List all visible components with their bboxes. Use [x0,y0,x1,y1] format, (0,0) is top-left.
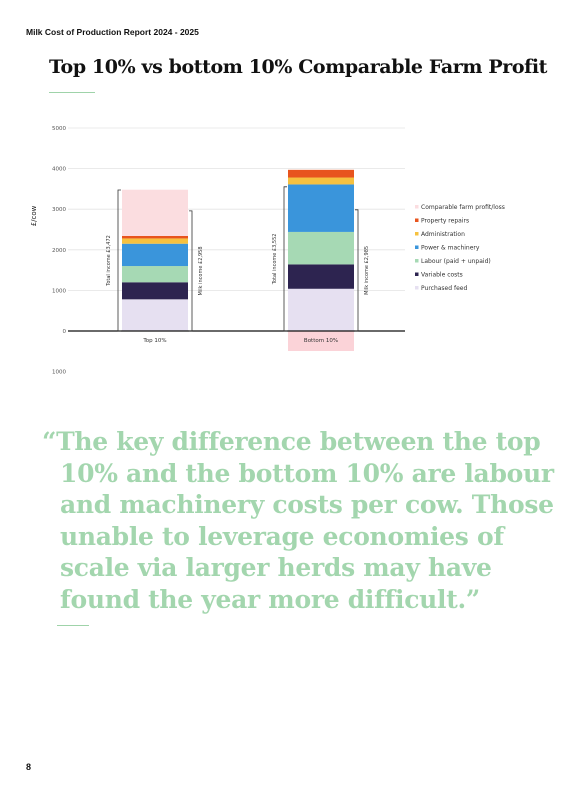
quote-line-3: and machinery costs per cow. Those [60,490,554,520]
category-labels: Top 10% Bottom 10% [142,338,338,344]
bar-segment [288,177,354,185]
chart-legend: Comparable farm profit/loss Property repa… [415,204,505,292]
quote-underline [57,625,89,626]
income-label: Milk income £2,985 [364,246,370,295]
income-annotations: Total income £3,472 Milk income £2,958 Tot… [106,186,370,332]
legend-label: Labour (paid + unpaid) [421,258,491,265]
title-underline [49,92,95,93]
y-tick-label: 1000 [52,288,66,294]
legend-swatch [415,232,419,236]
income-bracket [117,189,121,332]
y-tick-label: 5000 [52,126,66,132]
legend-swatch [415,205,419,209]
y-tick-label: 3000 [52,207,66,213]
report-header: Milk Cost of Production Report 2024 - 20… [26,27,199,37]
legend-swatch [415,286,419,290]
legend-swatch [415,259,419,263]
income-label: Total income £3,552 [272,234,278,286]
bar-segment [122,235,188,239]
legend-label: Administration [421,231,465,238]
income-label: Total income £3,472 [106,235,112,287]
bar-segment [288,184,354,232]
bar-segment [288,231,354,265]
quote-line-5: scale via larger herds may have [60,553,492,583]
bar-segment [122,282,188,300]
bar-segment [288,288,354,331]
page-number: 8 [26,762,32,772]
y-tick-label: 1000 [52,370,66,376]
bar-segments [122,169,354,331]
income-label: Milk income £2,958 [198,246,204,295]
y-axis-label: £/cow [30,205,38,226]
quote-line-6: found the year more difficult.” [60,584,480,614]
bar-segment [288,264,354,289]
pull-quote: “The key difference between the top 10% … [42,426,554,616]
legend-label: Property repairs [421,218,469,225]
income-bracket [283,186,287,332]
legend-swatch [415,272,419,276]
income-bracket [355,209,359,332]
legend-swatch [415,218,419,222]
y-tick-label: 4000 [52,167,66,173]
y-tick-label: 2000 [52,248,66,254]
category-label: Bottom 10% [304,338,338,344]
legend-swatch [415,245,419,249]
legend-label: Variable costs [421,272,463,279]
page-title: Top 10% vs bottom 10% Comparable Farm Pr… [49,56,548,78]
bar-segment [122,266,188,283]
bar-segment [122,238,188,244]
legend-label: Purchased feed [421,285,467,292]
y-tick-label: 0 [63,329,67,335]
quote-line-2: 10% and the bottom 10% are labour [60,458,554,488]
bar-segment [122,189,188,236]
category-highlights [288,331,354,351]
y-axis-ticks: 1000 0 1000 2000 3000 4000 5000 [52,126,67,376]
category-label: Top 10% [142,338,166,344]
gridlines [68,127,405,291]
quote-line-1: “The key difference between the top [42,427,541,456]
bar-segment [122,243,188,267]
category-highlight [288,331,354,351]
legend-label: Comparable farm profit/loss [421,204,505,211]
bar-segment [288,169,354,178]
stacked-bar-chart: 1000 0 1000 2000 3000 4000 5000 £/cow Top 10% B… [30,126,505,376]
legend-label: Power & machinery [421,245,480,252]
bar-segment [122,299,188,331]
quote-line-4: unable to leverage economies of [60,521,504,551]
income-bracket [189,210,193,332]
